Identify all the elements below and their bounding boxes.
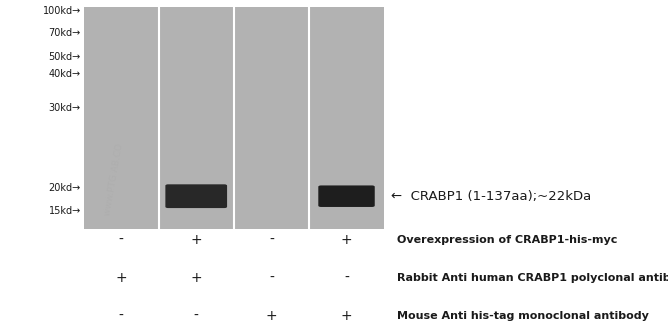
- Text: -: -: [269, 233, 274, 247]
- Text: +: +: [266, 309, 277, 322]
- FancyBboxPatch shape: [84, 7, 384, 229]
- Text: 30kd→: 30kd→: [49, 103, 81, 113]
- Text: 20kd→: 20kd→: [49, 183, 81, 193]
- Text: +: +: [341, 233, 352, 247]
- Text: Mouse Anti his-tag monoclonal antibody: Mouse Anti his-tag monoclonal antibody: [397, 311, 649, 320]
- Text: +: +: [116, 271, 127, 285]
- FancyBboxPatch shape: [318, 185, 375, 207]
- FancyBboxPatch shape: [166, 184, 227, 208]
- Text: 15kd→: 15kd→: [49, 206, 81, 216]
- Text: 70kd→: 70kd→: [49, 28, 81, 38]
- Text: -: -: [119, 233, 124, 247]
- Text: -: -: [194, 309, 198, 322]
- Text: 50kd→: 50kd→: [49, 52, 81, 62]
- Text: +: +: [341, 309, 352, 322]
- Text: -: -: [269, 271, 274, 285]
- Text: 100kd→: 100kd→: [43, 7, 81, 16]
- Text: +: +: [190, 233, 202, 247]
- Text: 40kd→: 40kd→: [49, 69, 81, 78]
- Text: www.PTG AB.CO: www.PTG AB.CO: [103, 143, 124, 217]
- Text: Overexpression of CRABP1-his-myc: Overexpression of CRABP1-his-myc: [397, 235, 618, 245]
- Text: -: -: [344, 271, 349, 285]
- Text: -: -: [119, 309, 124, 322]
- Text: +: +: [190, 271, 202, 285]
- Text: Rabbit Anti human CRABP1 polyclonal antibody: Rabbit Anti human CRABP1 polyclonal anti…: [397, 273, 668, 283]
- Text: ←  CRABP1 (1-137aa);~22kDa: ← CRABP1 (1-137aa);~22kDa: [391, 190, 591, 203]
